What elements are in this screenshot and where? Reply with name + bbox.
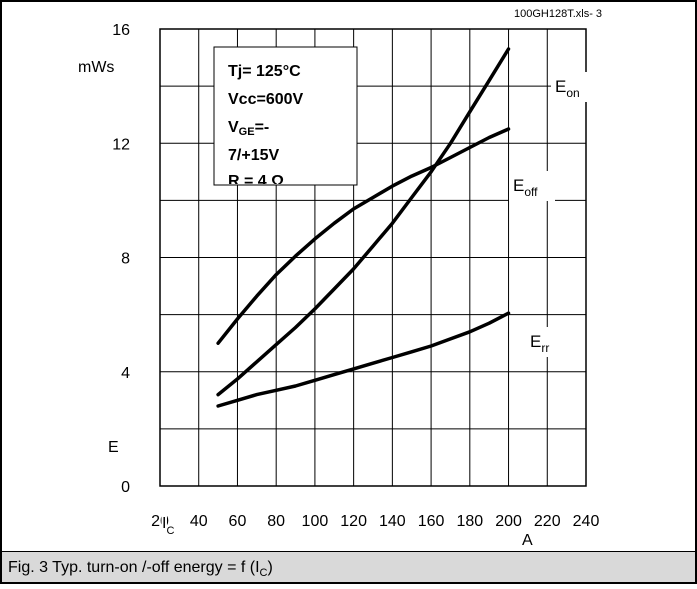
y-tick-label: 0 — [121, 479, 130, 496]
y-axis-label: E — [108, 439, 119, 456]
x-axis-label: IC — [162, 515, 174, 537]
condition-vge: VGE=- — [228, 119, 269, 138]
y-tick-label: 4 — [121, 365, 130, 382]
x-tick-label: 120 — [340, 513, 367, 530]
series-label-background — [526, 327, 564, 357]
series-label-background — [509, 171, 555, 201]
series-label-e-on: Eon — [555, 77, 580, 100]
x-tick-label: 180 — [456, 513, 483, 530]
x-tick-labels: 20 40 60 80 100 120 140 160 180 200 220 240 — [151, 513, 599, 530]
figure-caption: Fig. 3 Typ. turn-on /-off energy = f (IC… — [2, 551, 695, 582]
condition-tj: Tj= 125°C — [228, 63, 301, 80]
series-line-e-rr — [216, 311, 511, 408]
condition-rg: R = 4 Ω — [228, 173, 284, 190]
file-label: 100GH128T.xls- 3 — [514, 8, 602, 20]
x-tick-label: 20 — [151, 513, 169, 530]
x-tick-label: 80 — [267, 513, 285, 530]
series-labels: Eon Eoff Err — [509, 72, 589, 357]
y-tick-label: 12 — [112, 136, 130, 153]
conditions-box: Tj= 125°C Vcc=600V VGE=- 7/+15V R = 4 Ω — [213, 46, 358, 190]
series-label-e-rr: Err — [530, 332, 549, 355]
series-label-background — [551, 72, 589, 102]
x-tick-label: 160 — [418, 513, 445, 530]
x-tick-label: 220 — [534, 513, 561, 530]
x-tick-label: 40 — [190, 513, 208, 530]
series-lines — [216, 47, 511, 408]
series-line-e-off — [216, 127, 511, 345]
x-unit-label: A — [522, 532, 533, 549]
condition-vcc: Vcc=600V — [228, 91, 304, 108]
x-tick-label: 200 — [495, 513, 522, 530]
series-line-e-on — [216, 47, 511, 397]
x-tick-label: 240 — [573, 513, 600, 530]
series-label-e-off: Eoff — [513, 176, 538, 199]
y-tick-labels: 0 4 8 12 16 — [112, 22, 130, 496]
y-tick-label: 16 — [112, 22, 130, 39]
x-tick-label: 60 — [229, 513, 247, 530]
plot-frame — [159, 28, 587, 487]
y-unit-label: mWs — [78, 59, 114, 76]
x-tick-label: 100 — [302, 513, 329, 530]
x-tick-label: 140 — [379, 513, 406, 530]
condition-vge-range: 7/+15V — [228, 147, 279, 164]
y-tick-label: 8 — [121, 251, 130, 268]
